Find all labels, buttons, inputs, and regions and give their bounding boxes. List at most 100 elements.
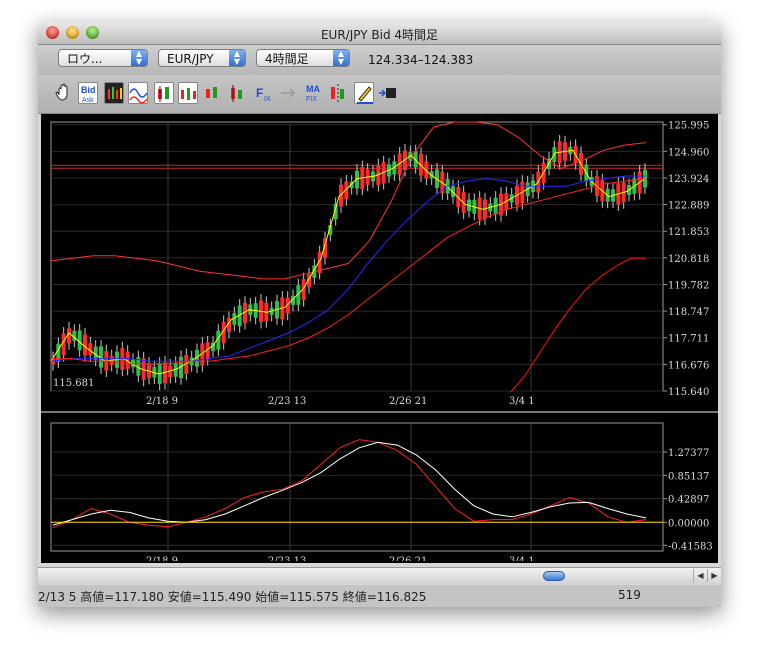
window-title: EUR/JPY Bid 4時間足: [320, 28, 439, 42]
chevron-updown-icon: ▲ ▼: [229, 50, 245, 66]
title-bar[interactable]: EUR/JPY Bid 4時間足: [38, 22, 721, 45]
svg-text:F: F: [256, 86, 263, 100]
svg-text:Ask: Ask: [82, 97, 94, 104]
candle-body: [136, 357, 141, 376]
y-tick-label: 123.924: [668, 174, 709, 185]
candle-body: [355, 170, 359, 189]
y-tick-label: 1.27377: [668, 448, 709, 459]
candle-body: [301, 279, 306, 301]
wave-indicator-icon[interactable]: [128, 82, 148, 104]
price-range: 124.334–124.383: [368, 53, 474, 67]
candle-body: [339, 184, 343, 207]
candle-body: [296, 285, 301, 305]
pencil-icon[interactable]: [354, 82, 374, 104]
x-tick-label: 2/23 13: [268, 556, 306, 561]
y-tick-label: 121.853: [668, 227, 709, 238]
svg-text:MA: MA: [306, 84, 320, 94]
candle-body: [179, 356, 183, 379]
candle-body: [643, 169, 647, 188]
zoom-button[interactable]: [86, 26, 99, 39]
chart-area[interactable]: 125.995 124.960 123.924 122.889 121.853 120.8…: [41, 114, 718, 563]
candlestick-small-icon[interactable]: [202, 82, 222, 104]
candle-body: [413, 151, 418, 168]
y-tick-label: 124.960: [668, 147, 709, 158]
candlestick-alt-icon[interactable]: [178, 82, 198, 104]
y-tick-label: 115.640: [668, 387, 709, 398]
candle-body: [328, 225, 333, 235]
chart-style-label: ロウ...: [67, 52, 103, 66]
status-bar-count: 519: [618, 588, 641, 602]
fix-icon[interactable]: F IX: [254, 82, 274, 104]
candle-body: [216, 330, 221, 350]
tool-toolbar: Bid Ask F IX MA FIX: [38, 75, 721, 114]
series-line: [52, 441, 647, 526]
svg-text:FIX: FIX: [306, 96, 317, 103]
split-icon[interactable]: [328, 82, 348, 104]
export-icon[interactable]: [378, 82, 398, 104]
series-line: [50, 175, 645, 362]
y-tick-label: 0.42897: [668, 495, 709, 506]
candle-body: [195, 349, 199, 367]
candle-body: [56, 343, 61, 362]
status-bar: 2/13 5 高値=117.180 安値=115.490 始値=115.575 …: [38, 585, 721, 607]
oscillator-chart[interactable]: 1.27377 0.85137 0.42897 0.00000 -0.41583 2/18…: [41, 411, 718, 561]
chevron-updown-icon: ▲ ▼: [333, 50, 349, 66]
scrollbar-thumb[interactable]: [543, 571, 565, 581]
candle-body: [72, 330, 77, 341]
candle-body: [344, 181, 349, 200]
close-button[interactable]: [46, 26, 59, 39]
y-tick-label: 0.85137: [668, 471, 709, 482]
svg-text:Bid: Bid: [81, 85, 96, 95]
candle-body: [237, 305, 242, 327]
candle-body: [243, 302, 247, 323]
candle-body: [285, 297, 290, 314]
x-tick-label: 3/4 1: [509, 556, 535, 561]
series-line: [50, 121, 647, 280]
bid-ask-icon[interactable]: Bid Ask: [78, 82, 98, 104]
svg-text:IX: IX: [264, 96, 271, 103]
candle-body: [88, 343, 93, 356]
selector-toolbar: ロウ... ▲ ▼ EUR/JPY ▲ ▼ 4時間足 ▲ ▼ 124.334–124.…: [38, 45, 721, 75]
timeframe-label: 4時間足: [265, 52, 309, 66]
y-tick-label: -0.41583: [668, 541, 713, 552]
series-line: [510, 257, 646, 393]
minimize-button[interactable]: [66, 26, 79, 39]
candle-body: [93, 346, 98, 360]
series-line: [50, 149, 646, 375]
price-chart[interactable]: 125.995 124.960 123.924 122.889 121.853 120.8…: [41, 114, 718, 406]
candle-body: [211, 342, 215, 351]
scroll-left-arrow-icon[interactable]: ◀: [693, 569, 707, 582]
disabled-arrows-icon: [278, 82, 298, 104]
candle-body: [83, 334, 87, 356]
candlestick-icon[interactable]: [154, 82, 174, 104]
plot-frame: [50, 121, 664, 392]
timeframe-select[interactable]: 4時間足 ▲ ▼: [256, 49, 350, 67]
y-tick-label: 118.747: [668, 307, 709, 318]
y-tick-label: 120.818: [668, 254, 709, 265]
x-tick-label: 2/26 21: [389, 556, 427, 561]
symbol-select[interactable]: EUR/JPY ▲ ▼: [158, 49, 246, 67]
candle-body: [323, 238, 327, 259]
series-line: [51, 178, 646, 365]
x-tick-label: 2/18 9: [146, 396, 178, 406]
y-tick-label: 122.889: [668, 201, 709, 212]
candle-body: [99, 346, 103, 368]
horizontal-scrollbar[interactable]: ◀ ▶: [38, 567, 721, 584]
chart-style-select[interactable]: ロウ... ▲ ▼: [58, 49, 148, 67]
candle-body: [333, 203, 338, 220]
candle-body: [349, 181, 354, 189]
candle-body: [221, 321, 226, 344]
x-tick-label: 2/23 13: [268, 396, 306, 406]
candle-body: [125, 351, 130, 369]
ma-fix-icon[interactable]: MA FIX: [304, 82, 324, 104]
candle-body: [232, 313, 237, 325]
x-tick-label: 2/18 9: [146, 556, 178, 561]
line-chart-icon[interactable]: [104, 82, 124, 104]
y-tick-label: 119.782: [668, 280, 709, 291]
scroll-right-arrow-icon[interactable]: ▶: [707, 569, 721, 582]
plot-frame: [50, 422, 664, 552]
bar-chart-icon[interactable]: [228, 82, 248, 104]
status-ohlc-text: 2/13 5 高値=117.180 安値=115.490 始値=115.575 …: [38, 590, 427, 604]
candle-body: [419, 153, 423, 176]
hand-tool-icon[interactable]: [54, 82, 74, 104]
